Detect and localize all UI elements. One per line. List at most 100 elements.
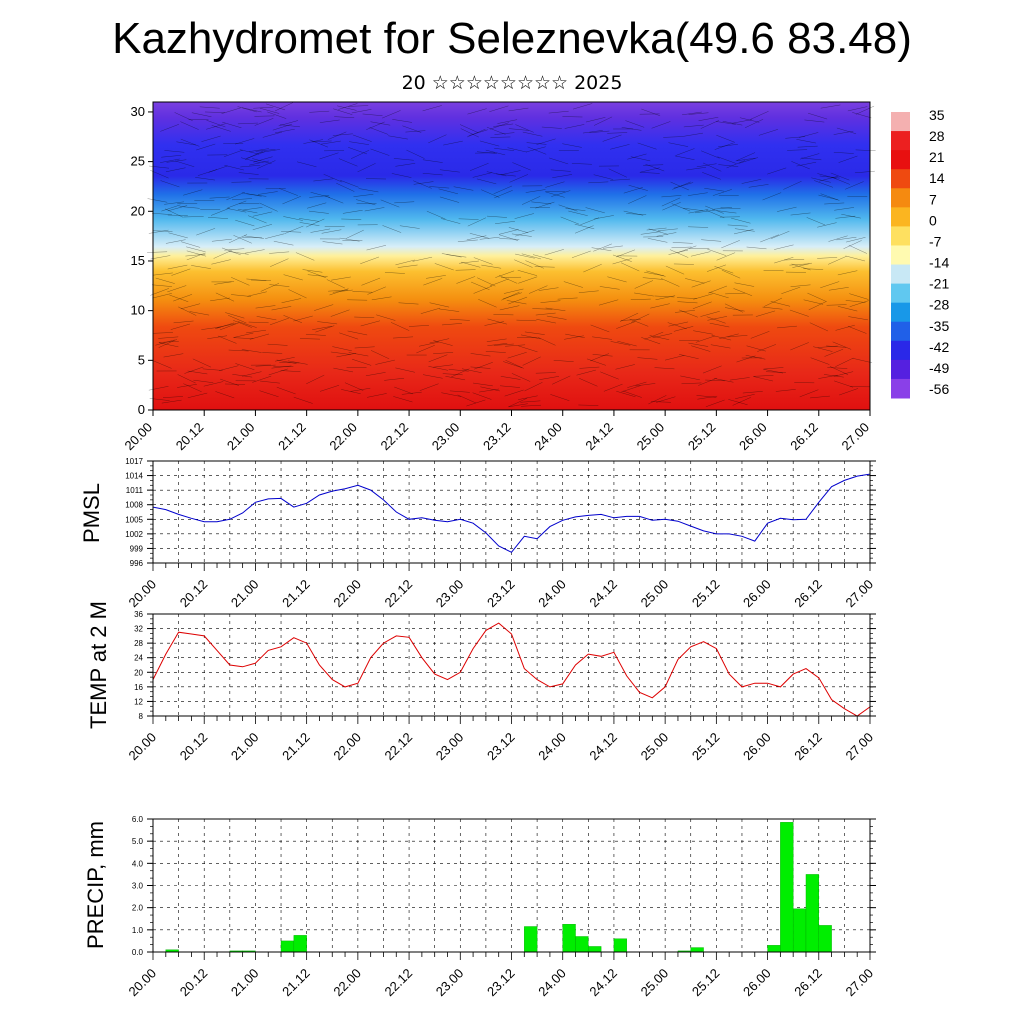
precip-bar (767, 945, 781, 953)
wind-barb (369, 127, 389, 135)
wind-barb (469, 162, 489, 171)
wind-barb (729, 377, 750, 381)
wind-barb (330, 309, 350, 317)
wind-barb (213, 250, 232, 259)
wind-barb (178, 306, 197, 316)
x-tick-label: 27.00 (843, 577, 877, 611)
wind-barb (746, 246, 767, 250)
colorbar: 35 28 21 14 7 0 -7 -14 -21 -28 -35 -42 -49 -56 (891, 107, 949, 399)
x-tick-label: 21.12 (279, 730, 313, 764)
wind-barb (274, 102, 294, 112)
wind-barb (589, 130, 610, 134)
wind-barb (512, 162, 531, 171)
wind-barb (233, 337, 254, 339)
wind-barb (616, 249, 636, 258)
wind-barb (398, 302, 419, 305)
wind-barb (405, 130, 426, 133)
wind-barb (160, 180, 180, 188)
wind-barb (755, 310, 776, 317)
wind-barb (296, 161, 317, 168)
y-tick-label: 2.0 (132, 904, 144, 913)
colorbar-swatch (891, 283, 910, 304)
wind-barb (259, 107, 280, 114)
wind-barb (319, 384, 340, 392)
wind-barb (501, 291, 520, 301)
wind-barb (195, 177, 216, 181)
wind-barb (345, 229, 364, 239)
wind-barb (592, 354, 613, 357)
wind-barb (149, 165, 170, 169)
wind-barb (719, 333, 739, 339)
wind-barb (641, 337, 661, 345)
wind-barb (546, 315, 567, 320)
wind-barb (315, 325, 335, 333)
wind-barb (694, 209, 715, 214)
wind-barb (168, 232, 188, 239)
wind-barb (847, 106, 868, 112)
wind-barb (329, 288, 349, 296)
wind-barb (836, 236, 857, 241)
wind-barb (503, 288, 524, 294)
wind-barb (790, 284, 811, 287)
x-tick-label: 26.00 (740, 730, 774, 764)
wind-barb (531, 201, 552, 205)
wind-barb (384, 377, 405, 381)
wind-barb (849, 300, 869, 307)
y-tick-label: 10 (131, 303, 145, 318)
wind-barb (305, 333, 326, 336)
wind-barb (701, 239, 722, 242)
wind-barb (262, 131, 283, 138)
wind-barb (244, 235, 265, 239)
wind-barb (824, 202, 845, 205)
wind-barb (484, 321, 505, 326)
wind-barb (155, 277, 175, 284)
wind-barb (558, 204, 578, 212)
wind-barb (600, 371, 619, 380)
wind-barb (612, 258, 632, 265)
wind-barb (328, 289, 349, 292)
wind-barb (259, 202, 278, 212)
wind-barb (544, 249, 564, 256)
wind-barb (739, 117, 760, 123)
wind-barb (774, 244, 794, 250)
wind-barb (706, 264, 726, 272)
wind-barb (439, 169, 460, 173)
wind-barb (433, 364, 454, 368)
wind-barb (324, 195, 344, 204)
wind-barb (367, 393, 387, 398)
wind-barb (223, 149, 243, 158)
wind-barb (504, 389, 524, 397)
wind-barb (716, 252, 736, 261)
wind-barb (206, 123, 226, 130)
precip-bar (575, 936, 589, 953)
wind-barb (845, 300, 866, 303)
wind-barb (620, 262, 640, 272)
wind-barb (173, 294, 193, 302)
wind-barb (662, 201, 681, 211)
wind-barb (834, 207, 855, 211)
wind-barb (288, 289, 307, 299)
wind-barb (470, 281, 490, 291)
wind-barb (187, 370, 208, 375)
wind-barb (262, 352, 283, 354)
wind-barb (467, 217, 487, 227)
wind-barb (828, 235, 848, 242)
wind-barb (722, 120, 743, 126)
wind-barb (348, 352, 369, 357)
x-tick-label: 26.12 (791, 577, 825, 611)
wind-barb (472, 382, 493, 387)
wind-barb (724, 303, 744, 313)
wind-barb (728, 399, 748, 406)
wind-barb (174, 112, 193, 122)
wind-barb (516, 319, 537, 322)
wind-barb (507, 351, 527, 359)
wind-barb (517, 269, 538, 276)
wind-barb (228, 349, 249, 352)
wind-barb (767, 167, 787, 175)
wind-barb (177, 203, 198, 205)
wind-barb (467, 108, 487, 115)
wind-barb (470, 366, 491, 369)
wind-barb (640, 167, 660, 173)
wind-barb (459, 124, 479, 133)
wind-barb (518, 345, 538, 353)
